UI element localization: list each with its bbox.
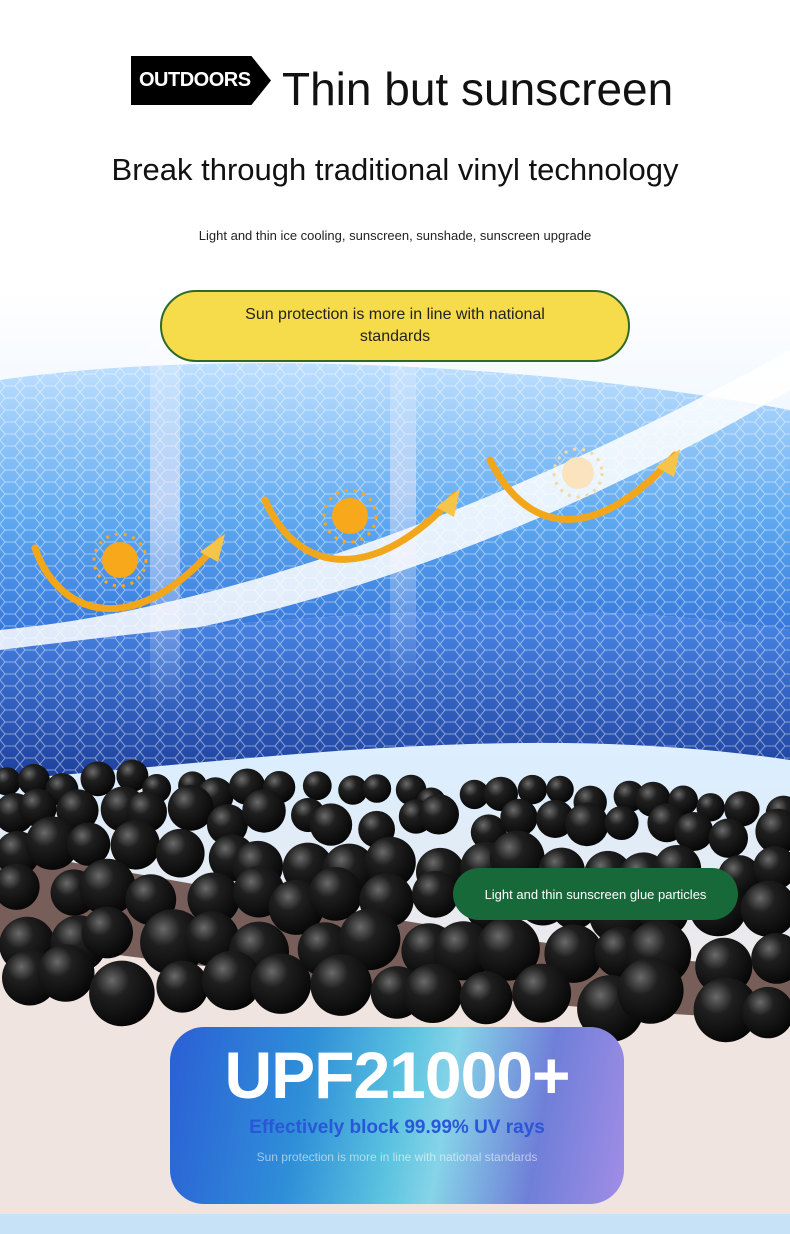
page-title: Thin but sunscreen	[282, 63, 674, 115]
glue-particle	[565, 802, 609, 847]
glue-particle	[512, 963, 572, 1023]
glue-particle	[156, 960, 209, 1013]
glue-particle	[459, 779, 490, 810]
sun-icon	[552, 447, 604, 499]
sun-icon	[322, 488, 378, 544]
glue-particle	[110, 820, 160, 870]
upf-title: UPF21000+	[224, 1038, 570, 1112]
uv-reflect-arrows	[31, 451, 679, 613]
glue-particle	[167, 784, 214, 831]
glue-particle	[25, 816, 79, 870]
glue-particle	[89, 960, 155, 1027]
glue-particle	[696, 793, 725, 822]
tagline: Light and thin ice cooling, sunscreen, s…	[198, 228, 592, 243]
glue-particle	[310, 954, 373, 1016]
glue-particle	[753, 846, 790, 890]
glue-particle	[187, 872, 240, 925]
glue-particle	[500, 798, 538, 837]
particles-callout: Light and thin sunscreen glue particles	[453, 868, 738, 920]
header: OUTDOORS Thin but sunscreen Break throug…	[0, 0, 790, 290]
glue-particle	[418, 794, 459, 835]
glue-particle	[116, 759, 149, 792]
glue-particle	[338, 775, 368, 805]
glue-particle	[80, 761, 116, 797]
fabric-wave	[0, 350, 790, 655]
glue-particle	[37, 944, 95, 1002]
glue-particle	[0, 863, 40, 910]
glue-particle	[0, 767, 21, 796]
upf-card: UPF21000+ Effectively block 99.99% UV ra…	[170, 1027, 624, 1204]
upf-uv-line: Effectively block 99.99% UV rays	[249, 1117, 545, 1138]
upf-standards-line: Sun protection is more in line with nati…	[256, 1150, 538, 1164]
glue-particle	[674, 812, 714, 851]
glue-particle	[309, 803, 353, 846]
glue-particle	[604, 806, 639, 840]
glue-particle	[250, 953, 312, 1014]
glue-particle	[206, 804, 248, 846]
glue-particle	[17, 763, 50, 796]
glue-particle	[242, 789, 286, 833]
glue-particle	[476, 917, 540, 981]
glue-particle	[308, 867, 363, 921]
bottom-band	[0, 1214, 790, 1234]
glue-particle	[156, 828, 205, 878]
sun-icon	[92, 532, 148, 588]
glue-particle	[546, 775, 574, 804]
glue-particle	[742, 986, 790, 1039]
glue-particle	[755, 808, 790, 854]
glue-particle	[302, 771, 332, 801]
glue-particle	[66, 822, 111, 866]
glue-particle	[693, 977, 759, 1043]
page-subtitle: Break through traditional vinyl technolo…	[111, 152, 679, 187]
glue-particle	[544, 924, 603, 983]
glue-particle	[412, 870, 459, 918]
glue-particle	[724, 791, 760, 827]
glue-particle	[362, 774, 392, 803]
glue-particle	[751, 933, 790, 984]
glue-particle	[56, 789, 99, 832]
glue-particle	[403, 963, 463, 1024]
glue-particle	[433, 921, 493, 981]
glue-particle	[338, 908, 401, 971]
glue-particle	[536, 799, 575, 838]
outdoors-badge: OUTDOORS	[131, 56, 271, 105]
glue-particle	[459, 971, 513, 1025]
glue-particle	[81, 906, 133, 959]
standards-callout: Sun protection is more in line with nati…	[160, 290, 630, 362]
glue-particle	[740, 880, 790, 937]
glue-particle	[617, 957, 684, 1024]
glue-particle	[201, 950, 262, 1011]
glue-particle	[517, 774, 548, 805]
glue-particle	[708, 818, 748, 858]
glue-particle	[79, 858, 136, 916]
